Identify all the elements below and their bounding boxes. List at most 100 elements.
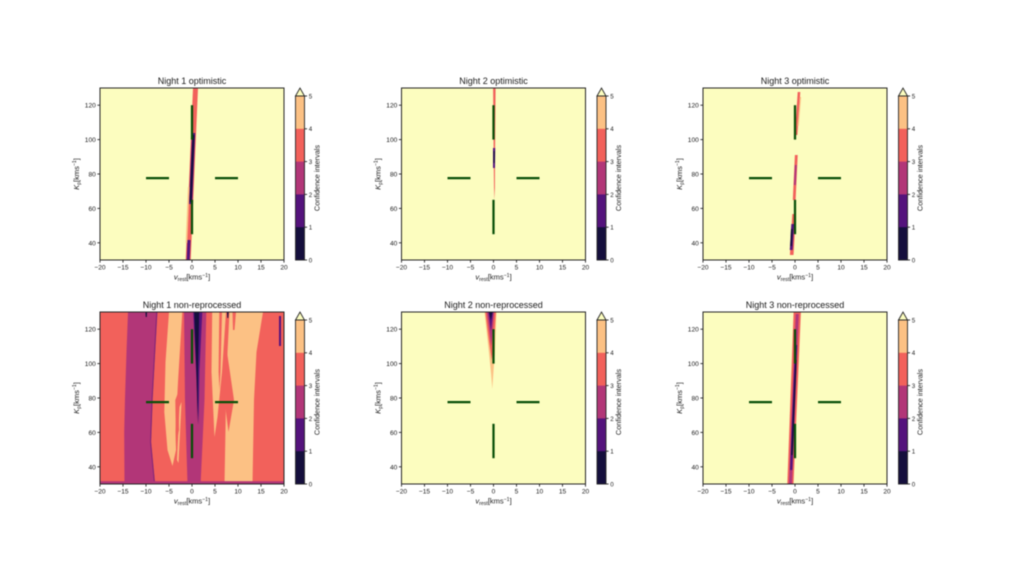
svg-text:1: 1 bbox=[309, 449, 313, 456]
svg-text:−10: −10 bbox=[140, 265, 152, 272]
svg-text:Night 3 non-reprocessed: Night 3 non-reprocessed bbox=[746, 300, 845, 310]
svg-text:120: 120 bbox=[688, 103, 699, 110]
svg-text:20: 20 bbox=[582, 489, 590, 496]
svg-text:5: 5 bbox=[912, 317, 916, 324]
svg-text:−15: −15 bbox=[117, 489, 129, 496]
svg-text:vrest[kms−1]: vrest[kms−1] bbox=[777, 272, 813, 283]
svg-text:2: 2 bbox=[610, 416, 614, 423]
svg-text:5: 5 bbox=[610, 317, 614, 324]
svg-text:4: 4 bbox=[309, 350, 313, 357]
svg-text:15: 15 bbox=[559, 489, 567, 496]
svg-text:10: 10 bbox=[234, 265, 242, 272]
svg-text:3: 3 bbox=[912, 159, 916, 166]
svg-text:4: 4 bbox=[610, 350, 614, 357]
svg-text:15: 15 bbox=[860, 489, 868, 496]
svg-text:−5: −5 bbox=[768, 489, 776, 496]
svg-text:−10: −10 bbox=[442, 265, 454, 272]
svg-text:5: 5 bbox=[816, 489, 820, 496]
svg-text:120: 120 bbox=[386, 327, 397, 334]
svg-text:5: 5 bbox=[309, 93, 313, 100]
svg-text:80: 80 bbox=[88, 396, 96, 403]
svg-text:80: 80 bbox=[691, 396, 699, 403]
svg-text:40: 40 bbox=[390, 240, 398, 247]
svg-text:Kp[kms−1]: Kp[kms−1] bbox=[675, 158, 686, 190]
svg-text:Kp[kms−1]: Kp[kms−1] bbox=[675, 382, 686, 414]
svg-text:Night 1 non-reprocessed: Night 1 non-reprocessed bbox=[143, 300, 242, 310]
svg-text:0: 0 bbox=[610, 481, 614, 488]
svg-text:0: 0 bbox=[793, 489, 797, 496]
svg-text:4: 4 bbox=[912, 126, 916, 133]
svg-text:0: 0 bbox=[912, 257, 916, 264]
svg-text:Kp[kms−1]: Kp[kms−1] bbox=[373, 158, 384, 190]
svg-text:20: 20 bbox=[883, 489, 891, 496]
svg-text:Night 3 optimistic: Night 3 optimistic bbox=[761, 76, 830, 86]
svg-text:−5: −5 bbox=[467, 265, 475, 272]
svg-text:4: 4 bbox=[610, 126, 614, 133]
svg-text:Confidence intervals: Confidence intervals bbox=[614, 369, 623, 435]
svg-text:10: 10 bbox=[536, 489, 544, 496]
svg-text:3: 3 bbox=[610, 383, 614, 390]
svg-text:−20: −20 bbox=[396, 265, 408, 272]
svg-text:vrest[kms−1]: vrest[kms−1] bbox=[475, 496, 511, 507]
svg-text:20: 20 bbox=[582, 265, 590, 272]
svg-text:1: 1 bbox=[912, 225, 916, 232]
svg-text:15: 15 bbox=[559, 265, 567, 272]
svg-text:4: 4 bbox=[309, 126, 313, 133]
svg-text:−20: −20 bbox=[94, 489, 106, 496]
svg-text:vrest[kms−1]: vrest[kms−1] bbox=[777, 496, 813, 507]
svg-text:Kp[kms−1]: Kp[kms−1] bbox=[72, 382, 83, 414]
svg-text:Confidence intervals: Confidence intervals bbox=[313, 369, 322, 435]
svg-text:−15: −15 bbox=[419, 489, 431, 496]
svg-text:−10: −10 bbox=[743, 265, 755, 272]
svg-text:10: 10 bbox=[234, 489, 242, 496]
svg-text:0: 0 bbox=[492, 265, 496, 272]
svg-text:vrest[kms−1]: vrest[kms−1] bbox=[475, 272, 511, 283]
svg-text:0: 0 bbox=[309, 481, 313, 488]
svg-text:20: 20 bbox=[280, 489, 288, 496]
svg-text:40: 40 bbox=[691, 240, 699, 247]
svg-text:Night 2 non-reprocessed: Night 2 non-reprocessed bbox=[444, 300, 543, 310]
svg-text:−20: −20 bbox=[697, 489, 709, 496]
svg-text:0: 0 bbox=[190, 489, 194, 496]
svg-text:−5: −5 bbox=[467, 489, 475, 496]
svg-text:−20: −20 bbox=[94, 265, 106, 272]
svg-text:5: 5 bbox=[213, 489, 217, 496]
svg-text:−15: −15 bbox=[720, 489, 732, 496]
svg-text:5: 5 bbox=[515, 265, 519, 272]
svg-text:40: 40 bbox=[390, 464, 398, 471]
svg-text:60: 60 bbox=[390, 206, 398, 213]
svg-text:20: 20 bbox=[280, 265, 288, 272]
svg-text:vrest[kms−1]: vrest[kms−1] bbox=[174, 496, 210, 507]
svg-text:3: 3 bbox=[309, 383, 313, 390]
svg-text:120: 120 bbox=[85, 327, 96, 334]
svg-text:−5: −5 bbox=[165, 489, 173, 496]
svg-text:2: 2 bbox=[912, 192, 916, 199]
svg-text:1: 1 bbox=[912, 449, 916, 456]
svg-text:100: 100 bbox=[85, 137, 96, 144]
svg-text:1: 1 bbox=[309, 225, 313, 232]
svg-text:5: 5 bbox=[309, 317, 313, 324]
svg-text:60: 60 bbox=[691, 430, 699, 437]
svg-text:5: 5 bbox=[213, 265, 217, 272]
svg-text:2: 2 bbox=[610, 192, 614, 199]
svg-text:0: 0 bbox=[190, 265, 194, 272]
svg-text:0: 0 bbox=[309, 257, 313, 264]
svg-text:−20: −20 bbox=[396, 489, 408, 496]
svg-text:−5: −5 bbox=[165, 265, 173, 272]
svg-text:−20: −20 bbox=[697, 265, 709, 272]
svg-text:3: 3 bbox=[309, 159, 313, 166]
svg-text:1: 1 bbox=[610, 225, 614, 232]
svg-text:40: 40 bbox=[88, 240, 96, 247]
svg-text:0: 0 bbox=[610, 257, 614, 264]
svg-text:Kp[kms−1]: Kp[kms−1] bbox=[72, 158, 83, 190]
svg-text:3: 3 bbox=[610, 159, 614, 166]
svg-text:Night 2 optimistic: Night 2 optimistic bbox=[459, 76, 528, 86]
svg-text:100: 100 bbox=[688, 137, 699, 144]
svg-text:Confidence intervals: Confidence intervals bbox=[916, 145, 925, 211]
svg-text:1: 1 bbox=[610, 449, 614, 456]
svg-text:120: 120 bbox=[386, 103, 397, 110]
svg-text:4: 4 bbox=[912, 350, 916, 357]
svg-text:5: 5 bbox=[610, 93, 614, 100]
svg-text:80: 80 bbox=[691, 172, 699, 179]
svg-text:60: 60 bbox=[88, 430, 96, 437]
